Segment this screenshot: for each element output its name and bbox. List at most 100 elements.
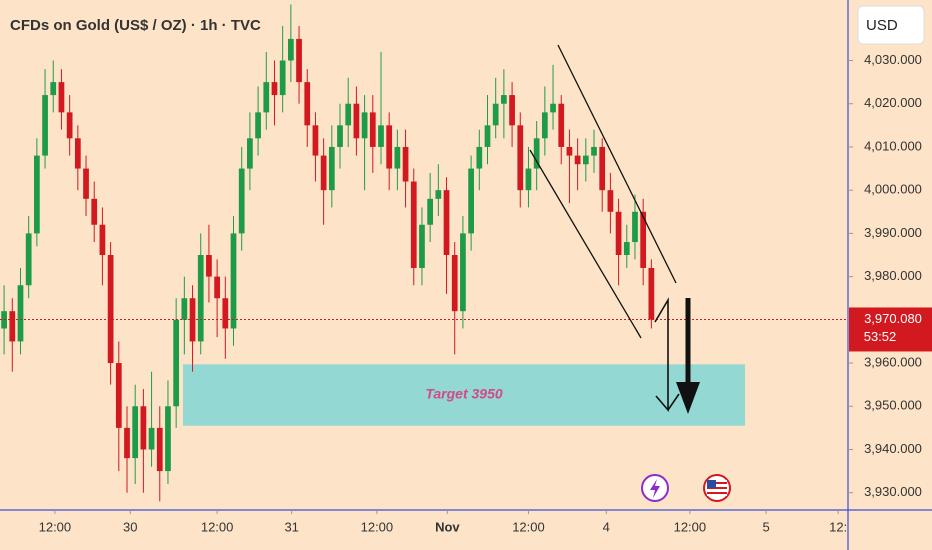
- candle-body: [124, 427, 130, 459]
- candle-body: [492, 103, 499, 126]
- candle-body: [525, 168, 532, 191]
- candle-body: [402, 146, 409, 182]
- candle-body: [599, 146, 606, 191]
- candle-body: [214, 276, 220, 299]
- candle-body: [378, 125, 384, 147]
- candle-body: [419, 224, 425, 268]
- candle-body: [132, 406, 139, 459]
- candle-body: [558, 103, 565, 147]
- candle-body: [263, 82, 270, 113]
- candle-body: [230, 233, 237, 329]
- arrow-thin-head: [667, 393, 680, 411]
- candle-body: [623, 242, 630, 255]
- x-tick-label: 4: [603, 519, 610, 534]
- current-price-box: [849, 307, 932, 352]
- candle-body: [648, 267, 655, 320]
- candle-body: [222, 298, 229, 329]
- candle-body: [9, 311, 16, 342]
- candle-body: [640, 211, 647, 268]
- arrow-thick-head: [676, 382, 700, 414]
- x-tick-label: Nov: [435, 519, 460, 534]
- candle-body: [566, 146, 573, 156]
- candle-body: [91, 198, 98, 225]
- y-tick-label: 3,950.000: [864, 398, 922, 413]
- channel-upper: [557, 44, 677, 284]
- candle-body: [410, 181, 417, 268]
- candle-body: [607, 190, 614, 212]
- candle-body: [99, 224, 106, 255]
- target-label: Target 3950: [425, 386, 503, 402]
- candle-body: [247, 138, 253, 169]
- lightning: [650, 479, 660, 498]
- candle-body: [435, 190, 442, 199]
- candle-body: [206, 255, 212, 277]
- drawings: [529, 44, 731, 502]
- candle-body: [501, 95, 507, 104]
- current-price-label: 3,970.080: [864, 311, 922, 326]
- candle-body: [255, 112, 261, 139]
- candle-body: [115, 363, 122, 428]
- y-tick-label: 4,000.000: [864, 182, 922, 197]
- candle-body: [574, 155, 581, 165]
- candle-body: [296, 38, 302, 83]
- candle-body: [517, 125, 524, 191]
- candle-body: [304, 82, 311, 126]
- candle-body: [582, 155, 589, 165]
- x-tick-label: 30: [123, 519, 137, 534]
- y-tick-label: 3,940.000: [864, 441, 922, 456]
- candle-body: [312, 125, 319, 156]
- x-tick-label: 12:: [829, 519, 847, 534]
- x-tick-label: 12:00: [674, 519, 707, 534]
- candle-body: [66, 112, 73, 139]
- candle-body: [632, 211, 638, 243]
- candle-body: [345, 103, 352, 126]
- target-zone: [183, 364, 745, 426]
- x-tick-label: 5: [762, 519, 769, 534]
- candle-body: [468, 168, 474, 234]
- x-tick-label: 12:00: [361, 519, 394, 534]
- y-tick-label: 4,030.000: [864, 52, 922, 67]
- candle-body: [42, 95, 48, 156]
- arrow-thin: [654, 297, 669, 413]
- candle-body: [460, 233, 466, 312]
- candle-body: [615, 211, 622, 255]
- candle-body: [181, 298, 188, 320]
- candle-body: [541, 112, 548, 139]
- candle-body: [484, 125, 491, 147]
- candle-body: [25, 233, 32, 286]
- candle-body: [83, 168, 89, 199]
- flag-stripe: [707, 482, 727, 484]
- countdown: 53:52: [864, 329, 897, 344]
- candle-body: [238, 168, 245, 234]
- candle-body: [509, 95, 515, 126]
- flag-stripe: [707, 492, 727, 494]
- candle-body: [107, 255, 114, 364]
- plot-area: Target 3950: [1, 4, 745, 502]
- flag-canton: [707, 480, 716, 488]
- flag-stripe: [707, 487, 727, 489]
- candle-body: [328, 146, 335, 191]
- candle-body: [394, 146, 401, 169]
- candle-body: [50, 82, 57, 96]
- y-tick-label: 3,930.000: [864, 484, 922, 499]
- y-tick-label: 4,020.000: [864, 95, 922, 110]
- x-tick-label: 12:00: [39, 519, 72, 534]
- x-tick-label: 31: [284, 519, 298, 534]
- candle-body: [533, 138, 540, 169]
- currency-label: USD: [866, 17, 898, 34]
- candle-body: [386, 125, 393, 169]
- candle-body: [148, 427, 155, 450]
- currency-button[interactable]: [857, 5, 925, 45]
- candle-body: [591, 146, 597, 156]
- candle-body: [197, 255, 204, 342]
- candle-body: [287, 38, 294, 61]
- candle-body: [451, 255, 458, 312]
- chart-title: CFDs on Gold (US$ / OZ) · 1h · TVC: [10, 17, 261, 34]
- candle-body: [476, 146, 483, 169]
- candle-body: [58, 82, 65, 113]
- candle-body: [17, 285, 24, 342]
- candle-body: [361, 112, 368, 139]
